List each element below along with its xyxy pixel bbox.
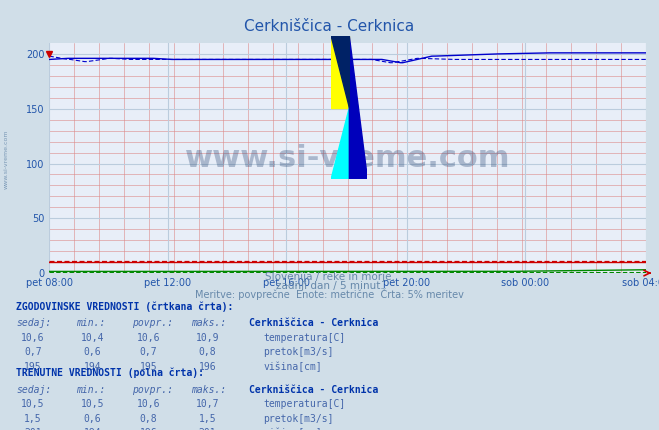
Text: 196: 196 [140, 428, 157, 430]
Text: 194: 194 [84, 428, 101, 430]
Text: višina[cm]: višina[cm] [264, 428, 322, 430]
Text: www.si-vreme.com: www.si-vreme.com [4, 129, 9, 189]
Text: 10,6: 10,6 [136, 399, 160, 409]
Bar [331, 37, 349, 108]
Text: 10,9: 10,9 [196, 332, 219, 343]
Text: Cerkniščica - Cerknica: Cerkniščica - Cerknica [244, 19, 415, 34]
Text: 201: 201 [24, 428, 42, 430]
Polygon shape [349, 37, 368, 179]
Text: TRENUTNE VREDNOSTI (polna črta):: TRENUTNE VREDNOSTI (polna črta): [16, 368, 204, 378]
Text: min.:: min.: [76, 318, 105, 328]
Text: Meritve: povprečne  Enote: metrične  Črta: 5% meritev: Meritve: povprečne Enote: metrične Črta:… [195, 288, 464, 300]
Polygon shape [331, 37, 349, 108]
Text: 0,7: 0,7 [140, 347, 157, 357]
Text: višina[cm]: višina[cm] [264, 361, 322, 372]
Text: pretok[m3/s]: pretok[m3/s] [264, 414, 334, 424]
Text: povpr.:: povpr.: [132, 384, 173, 395]
Text: 10,6: 10,6 [21, 332, 45, 343]
Text: 10,4: 10,4 [80, 332, 104, 343]
Text: Cerkniščica - Cerknica: Cerkniščica - Cerknica [249, 384, 378, 395]
Text: 195: 195 [140, 362, 157, 372]
Text: 10,5: 10,5 [21, 399, 45, 409]
Text: 194: 194 [84, 362, 101, 372]
Text: www.si-vreme.com: www.si-vreme.com [185, 144, 510, 172]
Text: temperatura[C]: temperatura[C] [264, 399, 346, 409]
Text: 0,7: 0,7 [24, 347, 42, 357]
Text: 195: 195 [24, 362, 42, 372]
Text: 201: 201 [199, 428, 216, 430]
Text: 10,5: 10,5 [80, 399, 104, 409]
Text: Slovenija / reke in morje.: Slovenija / reke in morje. [264, 272, 395, 283]
Text: 196: 196 [199, 362, 216, 372]
Text: 1,5: 1,5 [199, 414, 216, 424]
Text: 10,7: 10,7 [196, 399, 219, 409]
Polygon shape [331, 108, 349, 179]
Text: 0,6: 0,6 [84, 414, 101, 424]
Text: zadnji dan / 5 minut.: zadnji dan / 5 minut. [275, 281, 384, 291]
Text: min.:: min.: [76, 384, 105, 395]
Text: maks.:: maks.: [191, 384, 226, 395]
Text: 10,6: 10,6 [136, 332, 160, 343]
Text: ZGODOVINSKE VREDNOSTI (črtkana črta):: ZGODOVINSKE VREDNOSTI (črtkana črta): [16, 301, 234, 312]
Text: sedaj:: sedaj: [16, 318, 51, 328]
Text: 0,8: 0,8 [140, 414, 157, 424]
Text: temperatura[C]: temperatura[C] [264, 332, 346, 343]
Text: 0,6: 0,6 [84, 347, 101, 357]
Text: Cerkniščica - Cerknica: Cerkniščica - Cerknica [249, 318, 378, 328]
Text: maks.:: maks.: [191, 318, 226, 328]
Text: 1,5: 1,5 [24, 414, 42, 424]
Text: 0,8: 0,8 [199, 347, 216, 357]
Text: sedaj:: sedaj: [16, 384, 51, 395]
Text: povpr.:: povpr.: [132, 318, 173, 328]
Text: pretok[m3/s]: pretok[m3/s] [264, 347, 334, 357]
